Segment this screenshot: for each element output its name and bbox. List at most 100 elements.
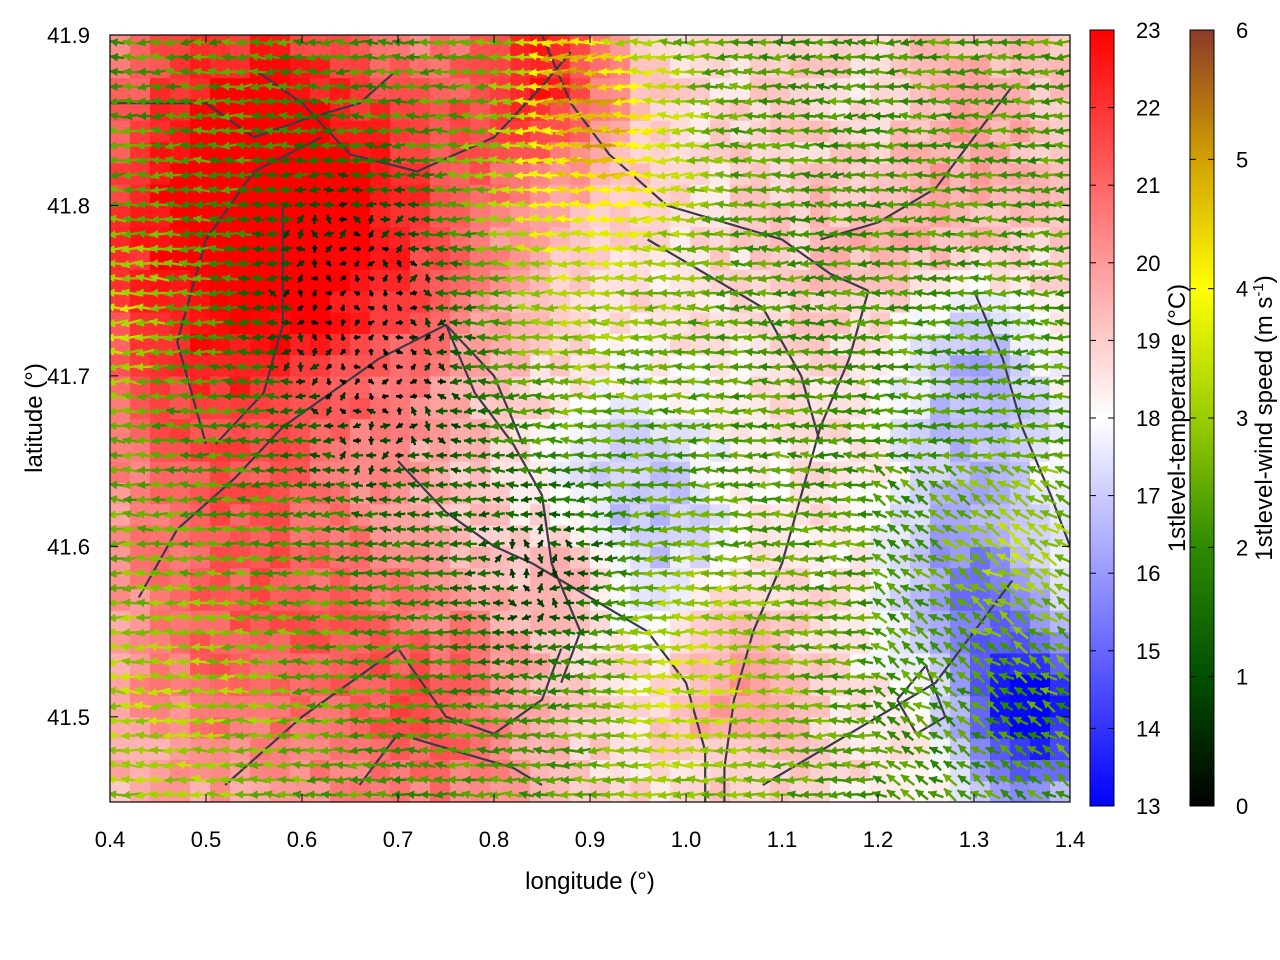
heat-cell bbox=[350, 354, 371, 377]
heat-cell bbox=[770, 780, 791, 802]
wind-vector bbox=[135, 273, 156, 283]
heat-cell bbox=[810, 780, 831, 802]
heat-cell bbox=[750, 567, 771, 590]
wind-vector bbox=[110, 495, 126, 504]
heat-cell bbox=[450, 610, 471, 633]
heat-cell bbox=[550, 354, 571, 377]
heat-cell bbox=[730, 56, 751, 79]
wind-vector bbox=[122, 82, 140, 91]
heat-cell bbox=[590, 269, 611, 292]
heat-cell bbox=[1030, 780, 1051, 802]
heat-cell bbox=[490, 525, 511, 547]
heat-cell bbox=[390, 205, 411, 228]
heat-cell bbox=[310, 312, 331, 334]
heat-cell bbox=[610, 610, 631, 633]
heat-cell bbox=[950, 226, 971, 249]
heat-cell bbox=[770, 354, 791, 377]
heat-cell bbox=[830, 35, 851, 57]
heat-cell bbox=[350, 588, 371, 611]
heat-cell bbox=[330, 397, 351, 420]
heat-cell bbox=[630, 546, 651, 569]
heat-cell bbox=[630, 738, 651, 760]
heat-cell bbox=[130, 35, 151, 57]
heat-cell bbox=[390, 226, 411, 249]
heat-cell bbox=[530, 162, 551, 185]
heat-cell bbox=[270, 35, 291, 57]
heat-cell bbox=[150, 77, 171, 100]
heat-cell bbox=[610, 141, 631, 164]
heat-cell bbox=[130, 226, 151, 249]
heat-cell bbox=[630, 461, 651, 483]
heat-cell bbox=[170, 546, 191, 569]
heat-cell bbox=[250, 77, 271, 100]
heat-cell bbox=[630, 588, 651, 611]
heat-cell bbox=[850, 77, 871, 100]
heat-cell bbox=[470, 631, 491, 654]
wind-vector bbox=[110, 230, 127, 239]
heat-cell bbox=[350, 439, 371, 462]
heat-cell bbox=[130, 141, 151, 164]
heat-cell bbox=[870, 35, 891, 57]
wind-vector bbox=[135, 583, 156, 592]
heat-cell bbox=[110, 738, 131, 760]
heat-cell bbox=[930, 780, 951, 802]
heat-cell bbox=[570, 610, 591, 633]
heat-cell bbox=[590, 397, 611, 420]
heat-cell bbox=[610, 588, 631, 611]
wind-vector bbox=[121, 657, 141, 666]
wind-vector bbox=[135, 554, 155, 563]
heat-cell bbox=[350, 77, 371, 100]
heat-cell bbox=[130, 588, 151, 611]
heat-cell bbox=[530, 610, 551, 633]
heat-cell bbox=[890, 120, 911, 143]
heat-cell bbox=[510, 56, 531, 79]
heat-cell bbox=[890, 77, 911, 100]
heat-cell bbox=[450, 418, 471, 441]
heat-cell bbox=[330, 780, 351, 802]
heat-cell bbox=[910, 35, 931, 57]
heat-cell bbox=[870, 205, 891, 228]
heat-cell bbox=[530, 269, 551, 292]
heat-cell bbox=[610, 418, 631, 441]
heat-cell bbox=[290, 375, 311, 398]
wind-vector bbox=[110, 97, 126, 106]
heat-cell bbox=[530, 354, 551, 377]
heat-cell bbox=[510, 205, 531, 228]
heat-cell bbox=[330, 333, 351, 356]
heat-cell bbox=[750, 248, 771, 270]
heat-cell bbox=[250, 35, 271, 57]
heat-cell bbox=[270, 269, 291, 292]
heat-cell bbox=[370, 269, 391, 292]
heat-cell bbox=[250, 546, 271, 569]
heat-cell bbox=[130, 418, 151, 441]
heat-cell bbox=[1030, 546, 1051, 569]
heat-cell bbox=[310, 269, 331, 292]
heat-cell bbox=[450, 546, 471, 569]
heat-cell bbox=[1050, 418, 1070, 441]
heat-cell bbox=[470, 56, 491, 79]
heat-cell bbox=[450, 226, 471, 249]
heat-cell bbox=[630, 35, 651, 57]
heat-cell bbox=[990, 205, 1011, 228]
wind-vector bbox=[120, 686, 143, 695]
heat-cell bbox=[950, 205, 971, 228]
wind-vector bbox=[120, 716, 142, 726]
contour-line bbox=[397, 460, 707, 802]
contour-line bbox=[224, 647, 399, 786]
heat-cell bbox=[490, 610, 511, 633]
heat-cell bbox=[630, 418, 651, 441]
heat-cell bbox=[930, 397, 951, 420]
heat-cell bbox=[1050, 397, 1070, 420]
heat-cell bbox=[250, 226, 271, 249]
heat-cell bbox=[290, 248, 311, 270]
heat-cell bbox=[970, 205, 991, 228]
heat-cell bbox=[930, 546, 951, 569]
heat-cell bbox=[410, 120, 431, 143]
heat-cell bbox=[570, 546, 591, 569]
heat-cell bbox=[950, 610, 971, 633]
heat-cell bbox=[990, 184, 1011, 206]
heat-cell bbox=[330, 35, 351, 57]
heat-cell bbox=[970, 35, 991, 57]
heat-cell bbox=[150, 631, 171, 654]
heat-cell bbox=[650, 588, 671, 611]
